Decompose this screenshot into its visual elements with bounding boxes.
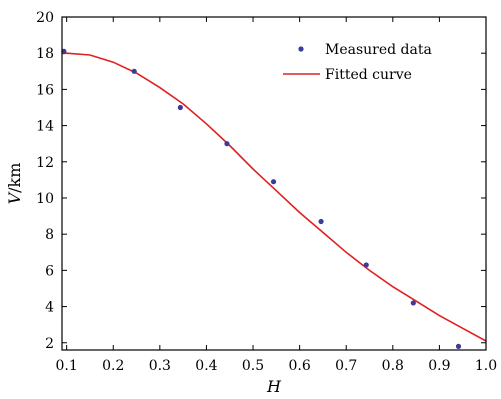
data-point	[318, 218, 324, 225]
data-point	[224, 141, 230, 147]
x-tick-label: 0.1	[56, 358, 78, 374]
y-axis-label: V/km	[5, 163, 24, 205]
data-point	[455, 343, 462, 349]
data-point	[410, 300, 416, 306]
y-tick-label: 20	[36, 10, 54, 26]
y-tick-label: 14	[36, 119, 54, 135]
x-tick-label: 0.9	[428, 358, 450, 374]
y-tick-label: 18	[36, 46, 54, 62]
x-tick-label: 0.6	[288, 358, 310, 374]
legend-marker-measured	[298, 46, 304, 52]
y-tick-label: 16	[36, 82, 54, 98]
y-tick-label: 10	[36, 191, 54, 207]
x-tick-label: 0.8	[382, 358, 404, 374]
y-tick-label: 6	[45, 263, 54, 279]
data-point	[177, 104, 183, 111]
x-axis-label: H	[266, 377, 282, 396]
data-point	[363, 262, 369, 268]
y-tick-label: 12	[36, 155, 54, 171]
y-tick-label: 2	[45, 336, 54, 352]
fitted-curve-line	[61, 52, 487, 342]
x-tick-label: 0.2	[102, 358, 124, 374]
y-axis-label-unit: /km	[5, 163, 24, 193]
x-tick-label: 0.7	[335, 358, 357, 374]
plot-frame	[61, 16, 487, 351]
y-axis-label-var: V	[5, 191, 24, 204]
data-point	[270, 179, 277, 185]
x-tick-label: 0.4	[195, 358, 217, 374]
legend: Measured data Fitted curve	[283, 42, 432, 83]
x-tick-label: 0.3	[149, 358, 171, 374]
x-tick-label: 0.5	[242, 358, 264, 374]
legend-label-fitted: Fitted curve	[325, 67, 412, 83]
y-tick-label: 8	[45, 227, 54, 243]
x-tick-label: 1.0	[475, 358, 497, 374]
y-tick-label: 4	[45, 300, 54, 316]
legend-label-measured: Measured data	[325, 42, 432, 58]
data-point	[131, 68, 137, 74]
